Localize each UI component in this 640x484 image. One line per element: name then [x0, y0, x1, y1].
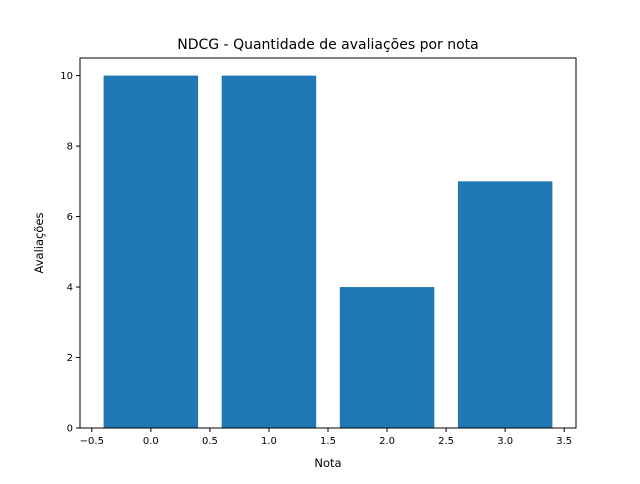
y-axis-title: Avaliações — [32, 213, 46, 274]
x-tick-label-0: −0.5 — [80, 436, 104, 447]
bars-layer — [103, 75, 553, 428]
chart-title: NDCG - Quantidade de avaliações por nota — [177, 37, 479, 53]
bar-1 — [221, 75, 317, 428]
plot-area-frame — [79, 57, 577, 429]
x-tick-label-4: 1.5 — [320, 436, 336, 447]
x-tick-label-2: 0.5 — [202, 436, 218, 447]
x-tick-label-1: 0.0 — [143, 436, 159, 447]
y-tick-label-5: 10 — [60, 71, 73, 82]
x-tick-label-5: 2.0 — [379, 436, 395, 447]
bar-2 — [339, 287, 435, 428]
y-axis-ticks: 0 2 4 6 8 10 — [60, 71, 80, 435]
y-tick-label-2: 4 — [67, 283, 73, 294]
x-tick-label-6: 2.5 — [438, 436, 454, 447]
y-tick-label-3: 6 — [67, 212, 73, 223]
x-tick-label-7: 3.0 — [497, 436, 513, 447]
x-axis-ticks: −0.5 0.0 0.5 1.0 1.5 2.0 2.5 3.0 3.5 — [80, 428, 572, 447]
bar-3 — [457, 181, 553, 428]
y-tick-label-1: 2 — [67, 353, 73, 364]
bar-0 — [103, 75, 199, 428]
x-axis-title: Nota — [314, 456, 341, 470]
y-tick-label-4: 8 — [67, 142, 73, 153]
x-tick-label-3: 1.0 — [261, 436, 277, 447]
x-tick-label-8: 3.5 — [556, 436, 572, 447]
y-tick-label-0: 0 — [67, 424, 73, 435]
